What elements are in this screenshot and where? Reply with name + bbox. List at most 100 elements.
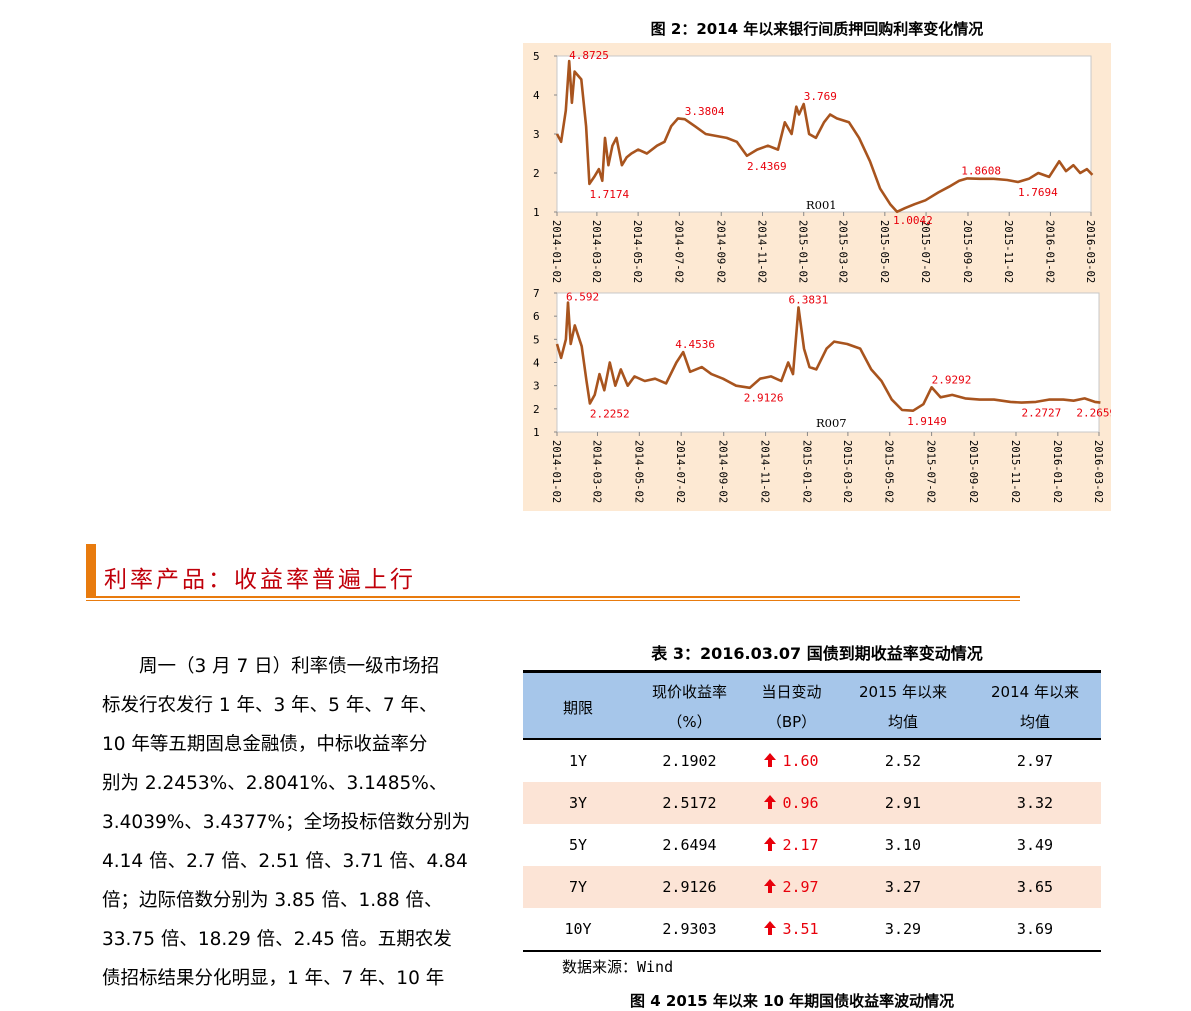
- data-label: 1.7694: [1018, 186, 1058, 199]
- y-tick-label: 4: [533, 89, 540, 102]
- data-label: 2.4369: [747, 160, 787, 173]
- y-tick-label: 7: [533, 287, 540, 300]
- chart-panel: 1 2 3 4 5 2014-01-02 2014-03-02 2014-05-02 2014-…: [523, 43, 1111, 511]
- table-cell: 3Y: [523, 782, 633, 824]
- table-row: 7Y 2.9126 2.97 3.27 3.65: [523, 866, 1101, 908]
- x-tick-label: 2014-11-02: [755, 220, 767, 283]
- series-line-r007: [555, 301, 1101, 413]
- x-tick-label: 2015-03-02: [841, 440, 853, 503]
- up-arrow-icon: [764, 795, 777, 809]
- paragraph-line: 债招标结果分化明显，1 年、7 年、10 年: [102, 968, 445, 989]
- yield-table: 期限 现价收益率 当日变动 2015 年以来 2014 年以来 （%） （BP） 均值 均值 …: [523, 670, 1101, 952]
- x-tick-label: 2015-09-02: [967, 440, 979, 503]
- paragraph-line: 3.4039%、3.4377%；全场投标倍数分别为: [102, 812, 471, 833]
- y-tick-label: 2: [533, 403, 540, 416]
- table-header-row: （%） （BP） 均值 均值: [523, 705, 1101, 740]
- paragraph-line: 33.75 倍、18.29 倍、2.45 倍。五期农发: [102, 929, 452, 950]
- change-cell: 3.51: [746, 908, 837, 952]
- table-cell: 3.32: [968, 782, 1101, 824]
- x-tick-label: 2016-03-02: [1084, 220, 1096, 283]
- header-cell: 当日变动: [746, 670, 837, 705]
- data-label: 1.0042: [893, 214, 933, 227]
- x-tick-label: 2015-01-02: [797, 220, 809, 283]
- data-label: 6.3831: [788, 293, 828, 306]
- x-tick-label: 2014-09-02: [714, 220, 726, 283]
- table-cell: 2.91: [837, 782, 969, 824]
- change-value: 1.60: [782, 752, 819, 770]
- up-arrow-icon: [764, 753, 777, 767]
- table-cell: 2.97: [1016, 752, 1054, 770]
- x-tick-label: 2016-01-02: [1043, 220, 1055, 283]
- y-tick-label: 1: [533, 206, 540, 219]
- table-row: 10Y 2.9303 3.51 3.29 3.69: [523, 908, 1101, 952]
- x-tick-label: 2014-09-02: [717, 440, 729, 503]
- x-tick-label: 2016-03-02: [1092, 440, 1104, 503]
- data-label: 2.9292: [932, 373, 972, 386]
- x-tick-label: 2015-11-02: [1002, 220, 1014, 283]
- table-cell: 3.10: [884, 836, 922, 854]
- source-note: 数据来源：Wind: [562, 958, 674, 976]
- x-tick-label: 2014-07-02: [672, 220, 684, 283]
- x-tick-label: 2014-07-02: [674, 440, 686, 503]
- change-cell: 2.97: [746, 866, 837, 908]
- up-arrow-icon: [764, 837, 777, 851]
- x-tick-label: 2015-01-02: [800, 440, 812, 503]
- table-cell: 2.6494: [662, 836, 717, 854]
- x-tick-label: 2016-01-02: [1051, 440, 1063, 503]
- data-label: 4.4536: [675, 338, 715, 351]
- table-cell: 3.49: [1016, 836, 1054, 854]
- x-tick-label: 2014-03-02: [590, 220, 602, 283]
- table-row: 1Y 2.1902 1.60 2.52 2.97: [523, 739, 1101, 782]
- data-label: 2.9126: [744, 392, 784, 405]
- table-cell: 5Y: [568, 836, 588, 854]
- paragraph-line: 10 年等五期固息金融债，中标收益率分: [102, 734, 428, 755]
- table-row: 3Y 2.5172 0.96 2.91 3.32: [523, 782, 1101, 824]
- table-cell: 3.69: [968, 908, 1101, 952]
- series-label: R007: [816, 416, 847, 430]
- table-cell: 2.9303: [633, 908, 746, 952]
- change-cell: 2.17: [746, 824, 837, 866]
- change-value: 0.96: [782, 794, 819, 812]
- data-label: 2.2727: [1021, 407, 1061, 420]
- paragraph-line: 4.14 倍、2.7 倍、2.51 倍、3.71 倍、4.84: [102, 851, 468, 872]
- rate-charts: 1 2 3 4 5 2014-01-02 2014-03-02 2014-05-02 2014-…: [533, 49, 1111, 503]
- data-label: 4.8725: [569, 49, 609, 62]
- series-line-r001: [555, 59, 1094, 214]
- up-arrow-icon: [764, 921, 777, 935]
- data-label: 2.2659: [1076, 407, 1111, 420]
- table-header-row: 期限 现价收益率 当日变动 2015 年以来 2014 年以来: [523, 670, 1101, 740]
- paragraph-line: 周一（3 月 7 日）利率债一级市场招: [102, 656, 440, 677]
- y-tick-label: 6: [533, 310, 540, 323]
- series-label: R001: [806, 198, 837, 212]
- x-tick-label: 2015-05-02: [883, 440, 895, 503]
- y-tick-label: 2: [533, 167, 540, 180]
- x-tick-label: 2014-01-02: [550, 440, 562, 503]
- x-tick-label: 2015-03-02: [837, 220, 849, 283]
- plot-area: [556, 292, 1100, 433]
- table-cell: 3.29: [837, 908, 969, 952]
- table-row: 5Y 2.6494 2.17 3.10 3.49: [523, 824, 1101, 866]
- table-cell: 1Y: [568, 752, 588, 770]
- change-value: 3.51: [782, 920, 819, 938]
- header-cell: 期限: [523, 670, 633, 740]
- section-divider-thin: [86, 600, 1020, 601]
- table-title: 表 3：2016.03.07 国债到期收益率变动情况: [651, 644, 983, 663]
- x-tick-label: 2015-05-02: [878, 220, 890, 283]
- paragraph-line: 标发行农发行 1 年、3 年、5 年、7 年、: [102, 695, 438, 716]
- y-tick-label: 1: [533, 426, 540, 439]
- change-value: 2.17: [782, 836, 819, 854]
- table-cell: 10Y: [523, 908, 633, 952]
- table-cell: 3.65: [968, 866, 1101, 908]
- x-tick-label: 2014-03-02: [590, 440, 602, 503]
- y-tick-label: 4: [533, 357, 540, 370]
- change-value: 2.97: [782, 878, 819, 896]
- section-accent-bar: [86, 544, 96, 598]
- x-tick-label: 2014-11-02: [759, 440, 771, 503]
- data-label: 1.8608: [961, 164, 1001, 177]
- data-label: 3.769: [804, 90, 837, 103]
- header-cell: 现价收益率: [633, 670, 746, 705]
- plot-area: [556, 55, 1092, 213]
- x-tick-label: 2015-07-02: [925, 440, 937, 503]
- header-cell-unit: （%）: [633, 705, 746, 740]
- table-cell: 2.1902: [662, 752, 717, 770]
